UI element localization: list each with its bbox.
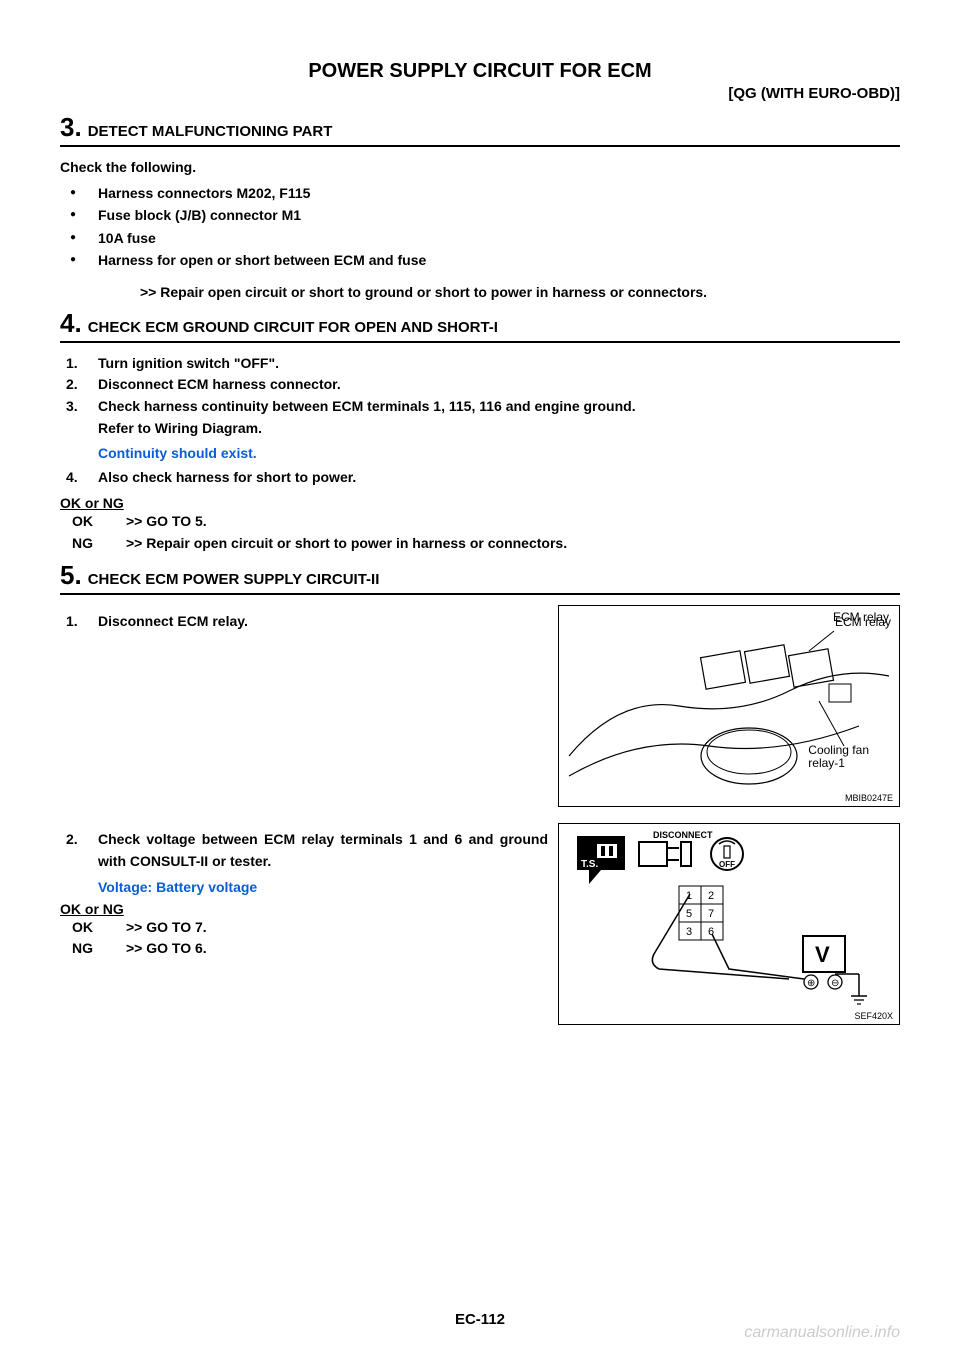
bullet-item: Fuse block (J/B) connector M1 (60, 204, 900, 226)
step3-label: DETECT MALFUNCTIONING PART (88, 123, 333, 141)
svg-text:2: 2 (708, 890, 714, 902)
ok-label: OK (72, 917, 126, 939)
step5-label: CHECK ECM POWER SUPPLY CIRCUIT-II (88, 571, 380, 589)
svg-text:OFF: OFF (719, 860, 735, 869)
divider (60, 341, 900, 343)
step5-row1: Disconnect ECM relay. ECM relay MBIB0247… (60, 605, 900, 807)
svg-text:5: 5 (686, 908, 692, 920)
svg-text:DISCONNECT: DISCONNECT (653, 830, 713, 840)
figure-caption: MBIB0247E (845, 793, 893, 803)
step5-text2: Check voltage between ECM relay terminal… (60, 823, 548, 960)
ng-text: >> GO TO 6. (126, 938, 548, 960)
list-item: Disconnect ECM harness connector. (60, 374, 900, 396)
list-item: Check voltage between ECM relay terminal… (60, 829, 548, 872)
figure-ecm-relay: ECM relay MBIB0247E ECM relay Cooling fa… (558, 605, 900, 807)
ng-text: >> Repair open circuit or short to power… (126, 533, 900, 555)
step5-text1: Disconnect ECM relay. (60, 605, 548, 639)
svg-text:7: 7 (708, 908, 714, 920)
step3-intro: Check the following. (60, 157, 900, 178)
ok-label: OK (72, 511, 126, 533)
okng-label: OK or NG (60, 901, 548, 917)
list-item: Check harness continuity between ECM ter… (60, 396, 900, 439)
step3-number: 3. (60, 114, 82, 140)
step4-highlight: Continuity should exist. (98, 445, 900, 461)
result-ng: NG >> GO TO 6. (72, 938, 548, 960)
step4-list: Turn ignition switch "OFF". Disconnect E… (60, 353, 900, 440)
result-ng: NG >> Repair open circuit or short to po… (72, 533, 900, 555)
list-item: Disconnect ECM relay. (60, 611, 548, 633)
ng-label: NG (72, 533, 126, 555)
ok-text: >> GO TO 5. (126, 511, 900, 533)
watermark: carmanualsonline.info (744, 1324, 900, 1342)
bullet-item: 10A fuse (60, 227, 900, 249)
okng-label: OK or NG (60, 495, 900, 511)
page: POWER SUPPLY CIRCUIT FOR ECM [QG (WITH E… (0, 0, 960, 1358)
svg-text:T.S.: T.S. (581, 859, 598, 870)
svg-text:⊕: ⊕ (807, 978, 815, 989)
svg-text:3: 3 (686, 926, 692, 938)
page-subtitle: [QG (WITH EURO-OBD)] (60, 85, 900, 102)
step3-action: >> Repair open circuit or short to groun… (140, 284, 900, 300)
ecm-relay-text: ECM relay (833, 610, 889, 624)
cooling-fan-text: Cooling fan relay-1 (808, 744, 869, 770)
step4-label: CHECK ECM GROUND CIRCUIT FOR OPEN AND SH… (88, 319, 498, 337)
step5-heading: 5. CHECK ECM POWER SUPPLY CIRCUIT-II (60, 562, 900, 589)
result-ok: OK >> GO TO 5. (72, 511, 900, 533)
figure-caption: SEF420X (854, 1011, 893, 1021)
divider (60, 593, 900, 595)
step3-bullets: Harness connectors M202, F115 Fuse block… (60, 182, 900, 272)
step5-highlight: Voltage: Battery voltage (98, 879, 548, 895)
bullet-item: Harness connectors M202, F115 (60, 182, 900, 204)
step4-heading: 4. CHECK ECM GROUND CIRCUIT FOR OPEN AND… (60, 310, 900, 337)
svg-text:V: V (815, 942, 830, 967)
page-title: POWER SUPPLY CIRCUIT FOR ECM (60, 60, 900, 83)
step4-list2: Also check harness for short to power. (60, 467, 900, 489)
list-item: Turn ignition switch "OFF". (60, 353, 900, 375)
ng-label: NG (72, 938, 126, 960)
divider (60, 145, 900, 147)
step3-heading: 3. DETECT MALFUNCTIONING PART (60, 114, 900, 141)
result-ok: OK >> GO TO 7. (72, 917, 548, 939)
list-item: Also check harness for short to power. (60, 467, 900, 489)
step4-number: 4. (60, 310, 82, 336)
step5-number: 5. (60, 562, 82, 588)
step5-row2: Check voltage between ECM relay terminal… (60, 823, 900, 1025)
bullet-item: Harness for open or short between ECM an… (60, 249, 900, 271)
step5-list2: Check voltage between ECM relay terminal… (60, 829, 548, 872)
step5-list1: Disconnect ECM relay. (60, 611, 548, 633)
engine-bay-illustration: ECM relay (559, 606, 899, 806)
voltage-diagram: T.S. DISCONNECT OFF (559, 824, 899, 1024)
ok-text: >> GO TO 7. (126, 917, 548, 939)
svg-text:⊖: ⊖ (831, 978, 839, 989)
figure-voltage-test: T.S. DISCONNECT OFF (558, 823, 900, 1025)
